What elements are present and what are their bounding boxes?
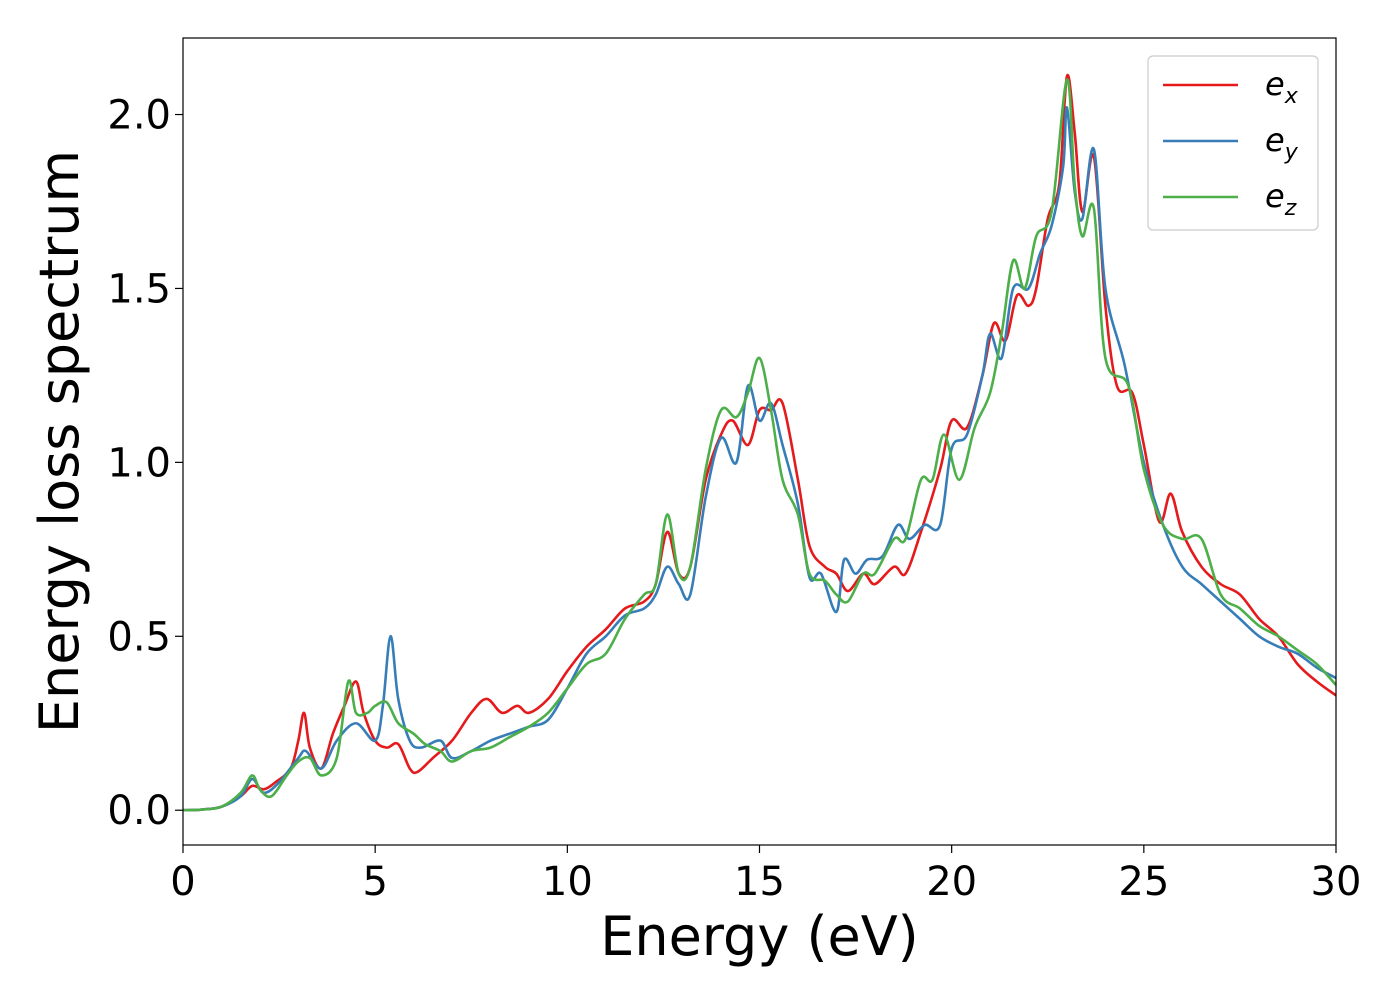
x-tick-label: 20 <box>926 859 977 905</box>
y-axis-label: Energy loss spectrum <box>28 150 91 733</box>
x-tick-label: 0 <box>170 859 195 905</box>
legend-label: ez <box>1265 177 1297 221</box>
series-line-e-y <box>182 106 1337 812</box>
series-line-e-z <box>182 78 1337 812</box>
x-tick-label: 30 <box>1311 859 1362 905</box>
y-tick-label: 0.5 <box>107 614 171 660</box>
legend: ex ey ez <box>1147 55 1319 231</box>
y-tick-label: 1.5 <box>107 266 171 312</box>
x-axis-label: Energy (eV) <box>600 905 919 968</box>
x-tick-label: 5 <box>362 859 387 905</box>
y-axis-ticks: 0.0 0.5 1.0 1.5 2.0 <box>107 93 183 834</box>
legend-box <box>1147 55 1319 231</box>
y-tick-label: 0.0 <box>107 788 171 834</box>
legend-label: ex <box>1265 65 1299 109</box>
y-tick-label: 2.0 <box>107 93 171 139</box>
x-axis-ticks: 0 5 10 15 20 25 30 <box>170 845 1361 905</box>
x-tick-label: 15 <box>734 859 785 905</box>
x-tick-label: 10 <box>542 859 593 905</box>
series-lines <box>182 73 1337 812</box>
x-tick-label: 25 <box>1118 859 1169 905</box>
legend-label: ey <box>1265 121 1299 165</box>
y-tick-label: 1.0 <box>107 440 171 486</box>
